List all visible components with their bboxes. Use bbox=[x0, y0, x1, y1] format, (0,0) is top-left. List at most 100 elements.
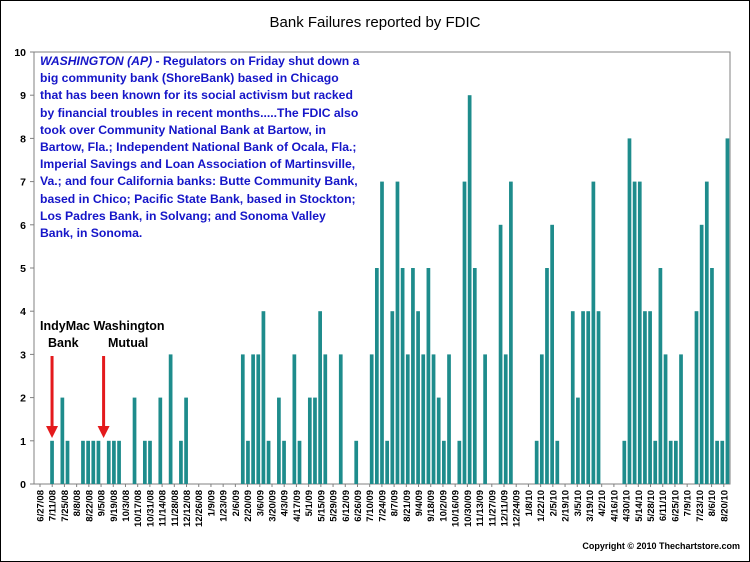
bar bbox=[658, 268, 663, 484]
x-tick-label: 1/9/09 bbox=[206, 490, 217, 516]
bar bbox=[436, 397, 441, 484]
x-tick-labels: 6/27/08 7/11/08 7/25/08 8/8/08 8/22/08 9/5/08… bbox=[36, 484, 730, 527]
x-tick-label: 4/16/10 bbox=[609, 490, 620, 522]
bar bbox=[586, 311, 591, 484]
bar bbox=[148, 440, 152, 484]
bar bbox=[395, 181, 400, 484]
annotation-label-row1: IndyMac Washington bbox=[40, 318, 165, 335]
bar bbox=[581, 311, 585, 484]
indymac-label-line2: Bank bbox=[48, 336, 79, 350]
bar bbox=[472, 268, 477, 484]
bar bbox=[627, 138, 632, 484]
y-tick-label: 5 bbox=[20, 263, 26, 275]
x-tick-label: 4/30/10 bbox=[622, 490, 633, 522]
bar bbox=[313, 397, 317, 484]
bar bbox=[596, 311, 601, 484]
y-tick-label: 0 bbox=[20, 479, 26, 491]
bar bbox=[297, 440, 302, 484]
bar bbox=[400, 268, 405, 484]
x-tick-label: 9/18/09 bbox=[426, 490, 437, 522]
bar bbox=[91, 440, 96, 484]
bar bbox=[545, 268, 549, 484]
bar bbox=[117, 440, 121, 484]
bar bbox=[60, 397, 65, 484]
washington-label-line1: Washington bbox=[93, 319, 165, 333]
bar bbox=[467, 95, 472, 484]
bar bbox=[663, 354, 668, 484]
bar bbox=[184, 397, 188, 484]
bar bbox=[498, 224, 503, 485]
bar bbox=[277, 397, 281, 484]
x-tick-label: 7/9/10 bbox=[683, 490, 694, 516]
x-tick-label: 10/17/08 bbox=[133, 490, 144, 527]
x-tick-label: 3/19/10 bbox=[585, 490, 596, 522]
bar bbox=[50, 440, 54, 484]
x-tick-label: 4/3/09 bbox=[280, 490, 291, 516]
y-tick-label: 10 bbox=[14, 47, 26, 59]
bar bbox=[246, 440, 250, 484]
bar bbox=[637, 181, 642, 484]
bar bbox=[405, 354, 410, 484]
bar bbox=[318, 311, 322, 484]
bar bbox=[390, 311, 395, 484]
x-tick-label: 10/31/08 bbox=[145, 490, 156, 527]
news-lead: WASHINGTON (AP) bbox=[40, 54, 153, 68]
bar bbox=[86, 440, 90, 484]
x-tick-label: 8/22/08 bbox=[84, 490, 95, 522]
x-tick-label: 7/25/08 bbox=[60, 490, 71, 522]
x-tick-label: 7/11/08 bbox=[48, 490, 59, 521]
y-tick-label: 6 bbox=[20, 220, 26, 232]
bar bbox=[261, 311, 266, 484]
bar bbox=[266, 440, 271, 484]
annotation-arrow-head bbox=[46, 426, 59, 438]
x-tick-label: 2/5/10 bbox=[548, 490, 559, 516]
bar bbox=[457, 440, 462, 484]
y-tick-label: 8 bbox=[20, 133, 26, 145]
x-tick-label: 3/6/09 bbox=[255, 490, 266, 516]
bar bbox=[570, 311, 575, 484]
x-tick-label: 11/13/09 bbox=[475, 490, 486, 526]
bar bbox=[555, 440, 560, 484]
x-tick-label: 5/29/09 bbox=[329, 490, 340, 522]
bar bbox=[411, 268, 415, 484]
bar bbox=[307, 397, 312, 484]
bar bbox=[323, 354, 328, 484]
annotation-arrow-head bbox=[97, 426, 110, 438]
bar bbox=[431, 354, 436, 484]
bar bbox=[81, 440, 85, 484]
bar bbox=[462, 181, 467, 484]
bar bbox=[503, 354, 508, 484]
bar bbox=[694, 311, 699, 484]
bar bbox=[65, 440, 70, 484]
x-tick-label: 3/5/10 bbox=[573, 490, 584, 516]
bar bbox=[426, 268, 431, 484]
y-tick-label: 3 bbox=[20, 349, 26, 361]
bar bbox=[699, 224, 704, 485]
bar bbox=[622, 440, 627, 484]
bar bbox=[158, 397, 163, 484]
x-tick-label: 11/14/08 bbox=[158, 490, 169, 526]
bar bbox=[704, 181, 709, 484]
x-tick-label: 10/16/09 bbox=[451, 490, 462, 527]
bar bbox=[385, 440, 390, 484]
bar bbox=[416, 311, 420, 484]
bar bbox=[112, 440, 116, 484]
x-tick-label: 1/22/10 bbox=[536, 490, 547, 522]
bar bbox=[380, 181, 384, 484]
x-tick-label: 6/26/09 bbox=[353, 490, 364, 522]
y-tick-label: 7 bbox=[20, 177, 26, 189]
bar bbox=[648, 311, 652, 484]
copyright-text: Copyright © 2010 Thechartstore.com bbox=[582, 541, 740, 551]
bar bbox=[369, 354, 374, 484]
bar bbox=[653, 440, 658, 484]
bar bbox=[421, 354, 426, 484]
bar bbox=[168, 354, 173, 484]
x-tick-label: 6/12/09 bbox=[341, 490, 352, 522]
bar bbox=[292, 354, 297, 484]
x-tick-label: 2/20/09 bbox=[243, 490, 254, 522]
x-tick-label: 9/5/08 bbox=[97, 490, 108, 516]
chart-title: Bank Failures reported by FDIC bbox=[269, 14, 481, 31]
x-tick-label: 4/2/10 bbox=[597, 490, 608, 516]
bar bbox=[534, 440, 539, 484]
x-tick-label: 6/25/10 bbox=[670, 490, 681, 522]
